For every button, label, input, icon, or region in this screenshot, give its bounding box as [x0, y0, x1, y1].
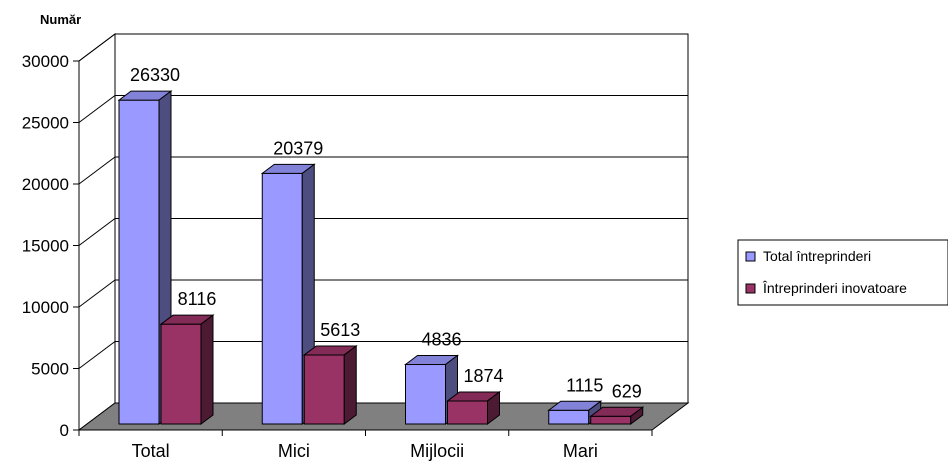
y-tick-label: 10000: [22, 298, 69, 317]
legend-label-total: Total întreprinderi: [763, 248, 871, 264]
data-label: 629: [612, 381, 642, 401]
data-label: 20379: [273, 138, 323, 158]
legend-box: [737, 239, 948, 306]
y-tick-label: 15000: [22, 237, 69, 256]
gridline: [78, 95, 688, 123]
bar-front: [548, 409, 590, 425]
gridline: [78, 156, 688, 185]
data-label: 26330: [130, 65, 180, 85]
y-tick-labels: 0 5000 10000 15000 20000 25000 30000: [22, 52, 69, 440]
y-tick-label: 25000: [22, 114, 69, 133]
data-label: 1115: [566, 375, 603, 395]
category-labels: Total Mici Mijlocii Mari: [132, 441, 598, 461]
bar-side: [200, 314, 214, 425]
bar-front: [447, 400, 488, 425]
bar: [446, 390, 501, 425]
category-label: Mici: [278, 441, 310, 461]
legend-swatch-total: [745, 251, 756, 262]
bar-side: [343, 344, 357, 425]
y-tick-label: 30000: [22, 52, 69, 71]
legend: Total întreprinderi Întreprinderi inovat…: [737, 239, 948, 306]
gridline: [78, 341, 688, 369]
bar-front: [303, 354, 345, 425]
bar: [159, 314, 215, 425]
legend-swatch-inovatoare: [745, 283, 756, 294]
bar: [589, 406, 645, 425]
gridline: [78, 218, 688, 246]
y-tick-label: 5000: [31, 360, 69, 379]
gridline: [78, 33, 688, 62]
y-axis-title: Număr: [40, 12, 81, 27]
bar-front: [118, 99, 160, 425]
bar-front: [405, 364, 446, 425]
bar-side: [487, 390, 500, 425]
gridline: [78, 279, 688, 308]
category-label: Total: [132, 441, 170, 461]
legend-label-inovatoare: Întreprinderi inovatoare: [762, 280, 907, 296]
gridlines: [78, 33, 688, 369]
axes: [73, 60, 653, 436]
bars: [117, 90, 645, 425]
bar: [404, 354, 459, 425]
y-tick-label: 20000: [22, 175, 69, 194]
y-tick-label: 0: [60, 421, 69, 440]
bar-side: [630, 406, 644, 425]
data-label: 8116: [178, 289, 217, 309]
bar-front: [160, 323, 202, 425]
category-label: Mijlocii: [410, 441, 464, 461]
bar: [302, 344, 358, 425]
category-label: Mari: [563, 441, 598, 461]
data-label: 1874: [463, 366, 503, 386]
bar-front: [261, 172, 303, 425]
data-label: 5613: [320, 320, 360, 340]
data-label: 4836: [421, 330, 461, 350]
bar-front: [590, 415, 632, 425]
